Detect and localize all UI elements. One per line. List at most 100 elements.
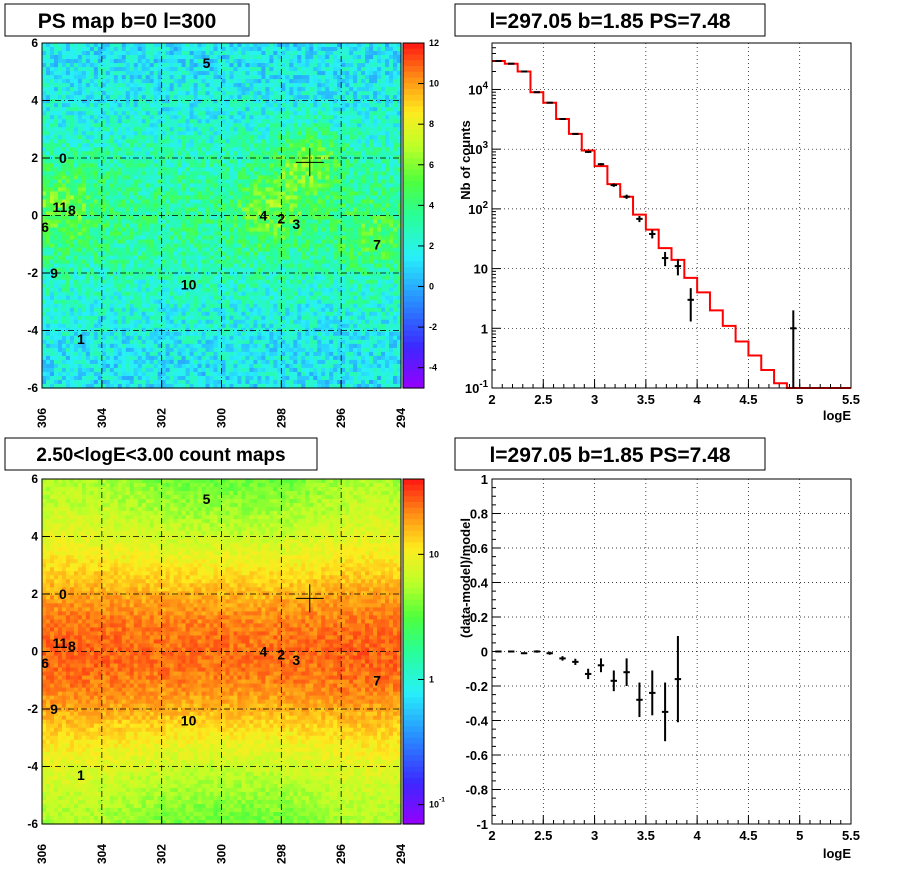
source-label: 7 <box>373 236 381 252</box>
x-tick-label: 5 <box>796 392 803 407</box>
spectrum-frame <box>491 42 852 389</box>
x-tick-label: 4.5 <box>739 392 757 407</box>
x-tick-label: 5.5 <box>842 392 860 407</box>
ps-map-title: PS map b=0 l=300 <box>38 10 217 33</box>
y-tick-label: 10-1 <box>465 379 489 396</box>
x-tick-label: 5 <box>796 828 803 843</box>
spectrum-title-box <box>454 3 766 37</box>
colorbar-cell <box>403 370 424 378</box>
colorbar-cell <box>403 43 424 50</box>
colorbar-cell <box>403 319 424 326</box>
colorbar-cell <box>403 720 424 727</box>
colorbar-cell <box>403 513 424 520</box>
colorbar-cell <box>403 605 424 612</box>
colorbar-tick-label: 10 <box>429 79 439 89</box>
colorbar-cell <box>403 755 424 762</box>
colorbar-cell <box>403 152 424 159</box>
source-label: 3 <box>292 216 300 232</box>
source-label: 4 <box>259 644 267 660</box>
colorbar-cell <box>403 622 424 630</box>
colorbar-cell <box>403 737 424 745</box>
count-map-colorbar: 10 1 10-1 <box>402 478 445 825</box>
colorbar-cell <box>403 267 424 274</box>
ps-map-colorbar: 12 10 8 6 4 2 0 -2 -4 <box>402 38 439 389</box>
colorbar-cell <box>403 548 424 555</box>
colorbar-cell <box>403 668 424 676</box>
colorbar-cell <box>403 307 424 314</box>
source-label: 5 <box>203 491 211 507</box>
colorbar-cell <box>403 801 424 808</box>
colorbar-cell <box>403 812 424 819</box>
y-tick-label: -0.6 <box>466 748 488 763</box>
colorbar-cell <box>403 806 424 814</box>
source-label: 3 <box>292 652 300 668</box>
data-point <box>687 288 694 322</box>
residual-point <box>572 658 579 665</box>
colorbar-cell <box>403 117 424 125</box>
data-point <box>572 132 579 135</box>
colorbar-cell <box>403 296 424 303</box>
x-tick-label: 2 <box>488 392 495 407</box>
source-label: 1 <box>77 331 85 347</box>
colorbar-cell <box>403 686 424 693</box>
y-tick-label: -4 <box>27 760 38 774</box>
spectrum-data-points <box>495 59 797 388</box>
colorbar-cell <box>403 290 424 297</box>
x-tick-label: 296 <box>334 844 348 864</box>
colorbar-cell <box>403 536 424 543</box>
colorbar-cell <box>403 640 424 647</box>
y-tick-label: 4 <box>31 94 38 108</box>
colorbar-cell <box>403 565 424 572</box>
colorbar-cell <box>403 530 424 538</box>
panel-residual: 2 2.5 3 3.5 4 4.5 5 5.5 1 0.8 0.6 0.4 0.2 0 -0.2 -0.4 -0… <box>454 437 860 861</box>
source-label: 9 <box>50 265 58 281</box>
colorbar-cell <box>403 709 424 716</box>
colorbar-cell <box>403 112 424 119</box>
colorbar-cell <box>403 680 424 687</box>
colorbar-cell <box>403 611 424 618</box>
colorbar-cell <box>403 324 424 332</box>
source-label: 10 <box>181 277 197 293</box>
colorbar-tick-label: 10 <box>429 549 439 559</box>
colorbar-cell <box>403 749 424 756</box>
colorbar-tick-label: 1 <box>429 674 434 684</box>
x-tick-label: 304 <box>95 844 109 864</box>
colorbar-cell <box>403 726 424 733</box>
source-label: 1 <box>77 767 85 783</box>
colorbar-cell <box>403 169 424 176</box>
y-tick-label: 102 <box>468 200 488 217</box>
source-label: 10 <box>181 713 197 729</box>
colorbar-cell <box>403 559 424 566</box>
colorbar-cell <box>403 553 424 561</box>
data-point <box>597 163 605 166</box>
colorbar-cell <box>403 347 424 355</box>
y-tick-label: 1 <box>481 321 488 336</box>
colorbar-cell <box>403 140 424 148</box>
colorbar-frame <box>402 478 425 825</box>
y-tick-label: 0.6 <box>470 541 488 556</box>
spectrum-ticks: 2 2.5 3 3.5 4 4.5 5 5.5 10-1 1 10 102 103 104 <box>465 47 860 407</box>
residual-grid <box>492 479 851 824</box>
y-tick-label: 10 <box>474 262 488 277</box>
colorbar-cell <box>403 588 424 595</box>
data-point <box>623 194 630 199</box>
x-tick-label: 5.5 <box>842 828 860 843</box>
colorbar-cell <box>403 651 424 658</box>
colorbar-cell <box>403 83 424 90</box>
x-tick-label: 296 <box>334 408 348 428</box>
colorbar-cell <box>403 732 424 739</box>
colorbar-cell <box>403 261 424 268</box>
ps-map-position-marker <box>295 148 324 177</box>
residual-y-axis-label: (data-model)/model <box>458 518 473 638</box>
data-point <box>790 310 797 388</box>
colorbar-cell <box>403 599 424 607</box>
y-tick-label: 2 <box>31 587 38 601</box>
x-tick-label: 3.5 <box>637 392 655 407</box>
colorbar-cell <box>403 129 424 136</box>
colorbar-tick-label: 10-1 <box>429 797 445 810</box>
colorbar-cell <box>403 250 424 257</box>
residual-point <box>636 682 643 718</box>
colorbar-cell <box>403 571 424 578</box>
